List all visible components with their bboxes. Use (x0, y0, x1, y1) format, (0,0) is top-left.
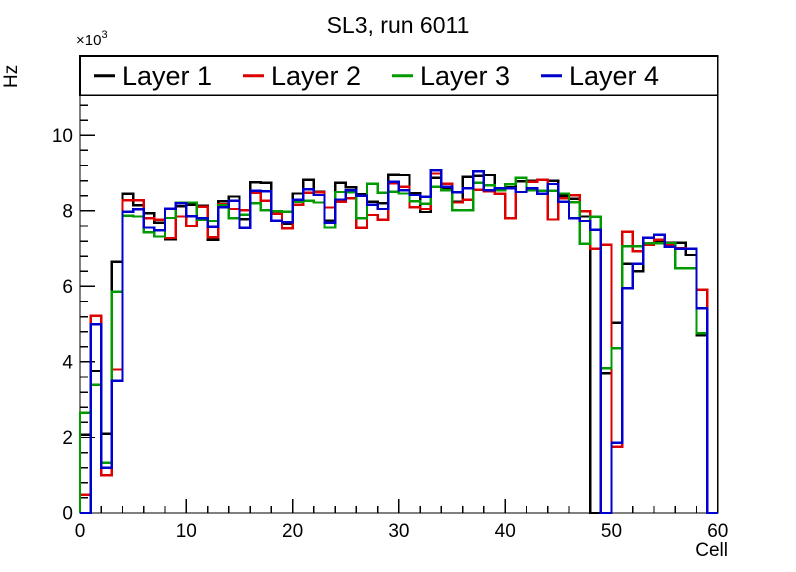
y-tick-label: 8 (62, 201, 73, 222)
legend-entry-label: Layer 2 (271, 61, 361, 91)
y-tick-label: 0 (62, 504, 73, 525)
y-tick-label: 10 (52, 126, 73, 147)
y-tick-label: 2 (62, 428, 73, 449)
x-tick-label: 0 (75, 521, 86, 542)
x-tick-label: 10 (176, 521, 197, 542)
axis-tick-label-layer: 0 10 20 30 40 50 60 0 2 4 6 8 10 (52, 126, 729, 542)
x-axis-title: Cell (695, 540, 728, 561)
histogram-outline-layer-4 (80, 169, 718, 515)
histogram-outline-layer-1 (78, 173, 718, 515)
x-tick-label: 50 (601, 521, 622, 542)
y-axis-power-label: ×103 (76, 29, 108, 49)
legend-layer: Layer 1 Layer 2 Layer 3 Layer 4 (79, 55, 719, 97)
axis-tick-layer (79, 59, 719, 514)
y-tick-label: 4 (62, 352, 73, 373)
histogram-series-layer (78, 169, 718, 515)
y-axis-title: Hz (1, 65, 22, 88)
legend-entry-label: Layer 1 (122, 61, 212, 91)
x-tick-label: 30 (388, 521, 409, 542)
legend-entry-label: Layer 3 (420, 61, 510, 91)
x-tick-label: 40 (495, 521, 516, 542)
x-tick-label: 20 (282, 521, 303, 542)
y-tick-label: 6 (62, 277, 73, 298)
chart-title: SL3, run 6011 (327, 12, 470, 38)
legend-entry-label: Layer 4 (569, 61, 659, 91)
x-tick-label: 60 (707, 521, 728, 542)
